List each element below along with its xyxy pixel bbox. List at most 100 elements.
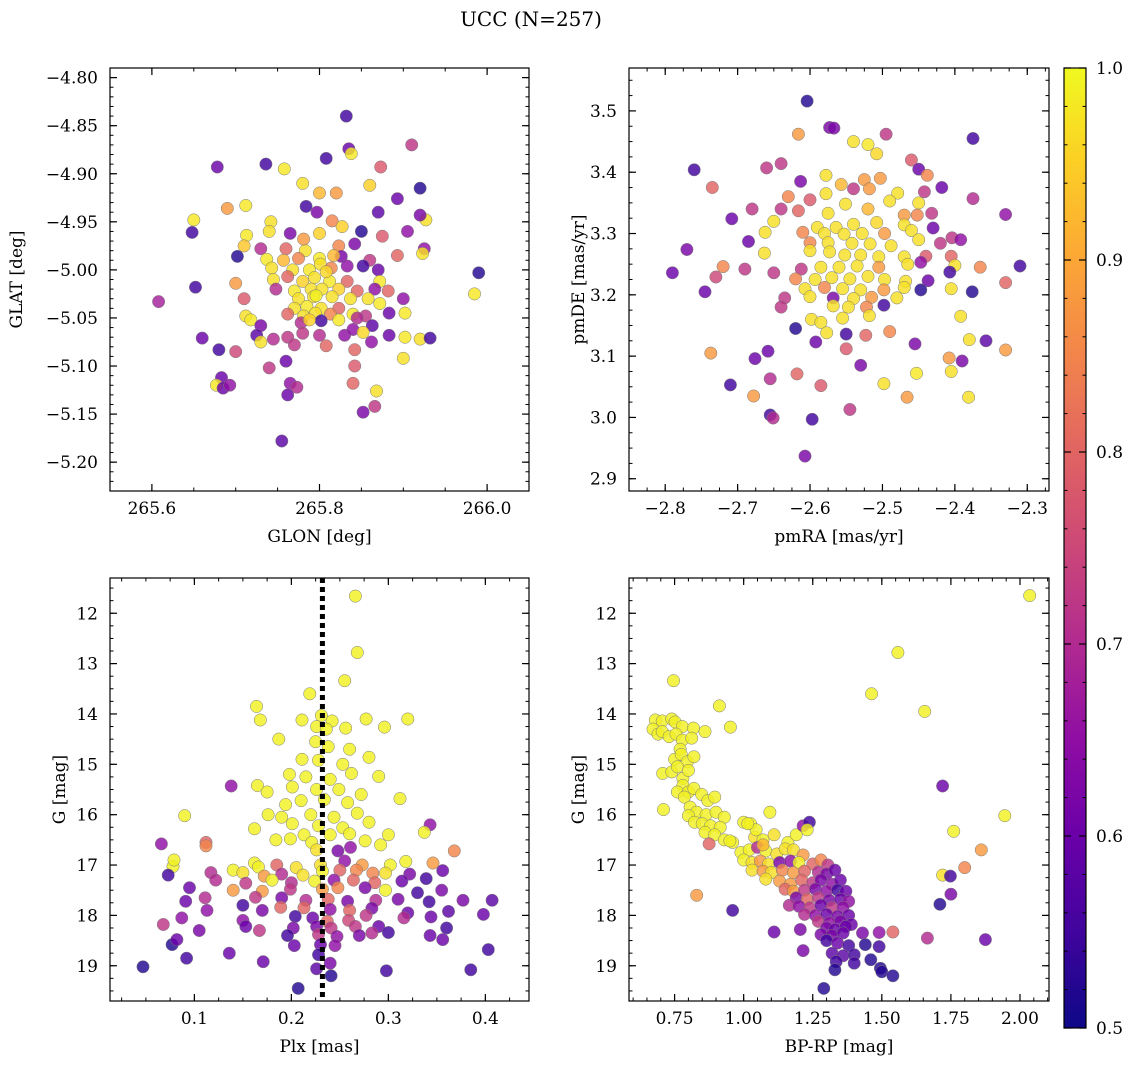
- y-tick-label: 13: [595, 655, 617, 675]
- scatter-point: [319, 339, 333, 353]
- scatter-point: [943, 265, 957, 279]
- scatter-point: [321, 740, 335, 754]
- scatter-point: [809, 335, 823, 349]
- scatter-point: [999, 276, 1013, 290]
- scatter-point: [338, 674, 352, 688]
- x-tick-label: 1.00: [725, 1009, 763, 1029]
- scatter-point: [381, 828, 395, 842]
- scatter-point: [891, 186, 905, 200]
- scatter-point: [820, 326, 834, 340]
- x-tick-label: −2.4: [934, 499, 975, 519]
- scatter-point: [677, 790, 691, 804]
- scatter-point: [348, 359, 362, 373]
- scatter-point: [175, 911, 189, 925]
- scatter-point: [314, 314, 328, 328]
- colorbar-tick-label: 1.0: [1096, 59, 1123, 79]
- scatter-point: [910, 366, 923, 380]
- x-tick-label: −2.5: [862, 499, 903, 519]
- scatter-point: [793, 923, 807, 936]
- scatter-point: [358, 834, 372, 848]
- scatter-point: [875, 965, 889, 979]
- scatter-point: [803, 290, 817, 304]
- y-tick-label: −4.80: [46, 69, 98, 89]
- scatter-point: [798, 449, 812, 463]
- x-tick-label: 0.4: [472, 1009, 499, 1029]
- scatter-point: [954, 309, 968, 323]
- scatter-point: [346, 873, 360, 887]
- colorbar-gradient: [1064, 68, 1086, 1028]
- scatter-point: [845, 236, 859, 250]
- scatter-point: [814, 260, 828, 274]
- scatter-point: [862, 309, 876, 323]
- scatter-point: [304, 808, 318, 822]
- scatter-point: [275, 867, 289, 881]
- scatter-point: [814, 315, 828, 329]
- scatter-point: [419, 872, 433, 886]
- scatter-point: [244, 313, 258, 327]
- scatter-point: [348, 343, 362, 357]
- x-tick-label: 266.0: [463, 499, 512, 519]
- scatter-point: [925, 206, 939, 220]
- scatter-point: [884, 239, 898, 253]
- scatter-point: [195, 331, 209, 345]
- scatter-point: [745, 202, 759, 216]
- scatter-point: [152, 295, 166, 309]
- scatter-point: [329, 186, 343, 200]
- ticks: −2.8 −2.7 −2.6 −2.5 −2.4 −2.3 2.9 3.0 3.1 3.2 3.3 3…: [590, 68, 1049, 519]
- scatter-point: [370, 384, 383, 398]
- scatter-point: [670, 760, 684, 774]
- scatter-point: [265, 261, 279, 275]
- scatter-point: [359, 712, 373, 726]
- scatter-point: [485, 893, 499, 907]
- scatter-point: [944, 282, 958, 296]
- scatter-point: [179, 894, 193, 908]
- scatter-point: [828, 963, 842, 977]
- scatter-point: [872, 926, 886, 939]
- scatter-point: [854, 283, 868, 297]
- y-tick-label: 13: [76, 655, 98, 675]
- scatter-point: [426, 856, 440, 870]
- scatter-point: [350, 806, 364, 820]
- scatter-point: [313, 328, 326, 342]
- scatter-point: [725, 212, 739, 226]
- scatter-point: [742, 235, 755, 248]
- scatter-point: [262, 361, 276, 375]
- scatter-point: [328, 939, 342, 953]
- scatter-point: [254, 335, 268, 349]
- scatter-point: [859, 328, 873, 342]
- scatter-point: [343, 742, 357, 756]
- scatter-point: [681, 763, 695, 777]
- scatter-point: [354, 788, 368, 801]
- scatter-point: [723, 378, 737, 392]
- scatter-point: [850, 259, 864, 273]
- y-tick-label: −4.85: [46, 117, 98, 137]
- scatter-point: [709, 270, 723, 284]
- x-tick-label: 0.1: [181, 1009, 208, 1029]
- scatter-point: [883, 325, 897, 339]
- scatter-point: [381, 284, 395, 298]
- scatter-point: [456, 893, 470, 907]
- scatter-point: [1013, 259, 1027, 273]
- scatter-point: [296, 868, 310, 882]
- scatter-point: [900, 390, 914, 404]
- scatter-point: [398, 330, 412, 344]
- scatter-point: [794, 174, 808, 188]
- scatter-point: [167, 853, 181, 867]
- scatter-point: [332, 783, 346, 796]
- x-tick-label: 265.6: [128, 499, 177, 519]
- scatter-point: [998, 809, 1012, 823]
- scatter-point: [296, 176, 310, 190]
- scatter-point: [955, 354, 969, 368]
- y-tick-label: −5.15: [46, 405, 98, 425]
- y-tick-label: 3.5: [590, 102, 617, 122]
- x-tick-label: 1.50: [863, 1009, 901, 1029]
- scatter-point: [323, 902, 337, 916]
- scatter-point: [847, 182, 860, 196]
- scatter-point: [350, 311, 364, 325]
- scatter-point: [901, 257, 915, 271]
- scatter-point: [236, 898, 250, 912]
- scatter-point: [847, 135, 860, 149]
- colorbar-tick-label: 0.9: [1096, 251, 1123, 271]
- scatter-point: [374, 160, 388, 174]
- y-tick-label: −4.95: [46, 213, 98, 233]
